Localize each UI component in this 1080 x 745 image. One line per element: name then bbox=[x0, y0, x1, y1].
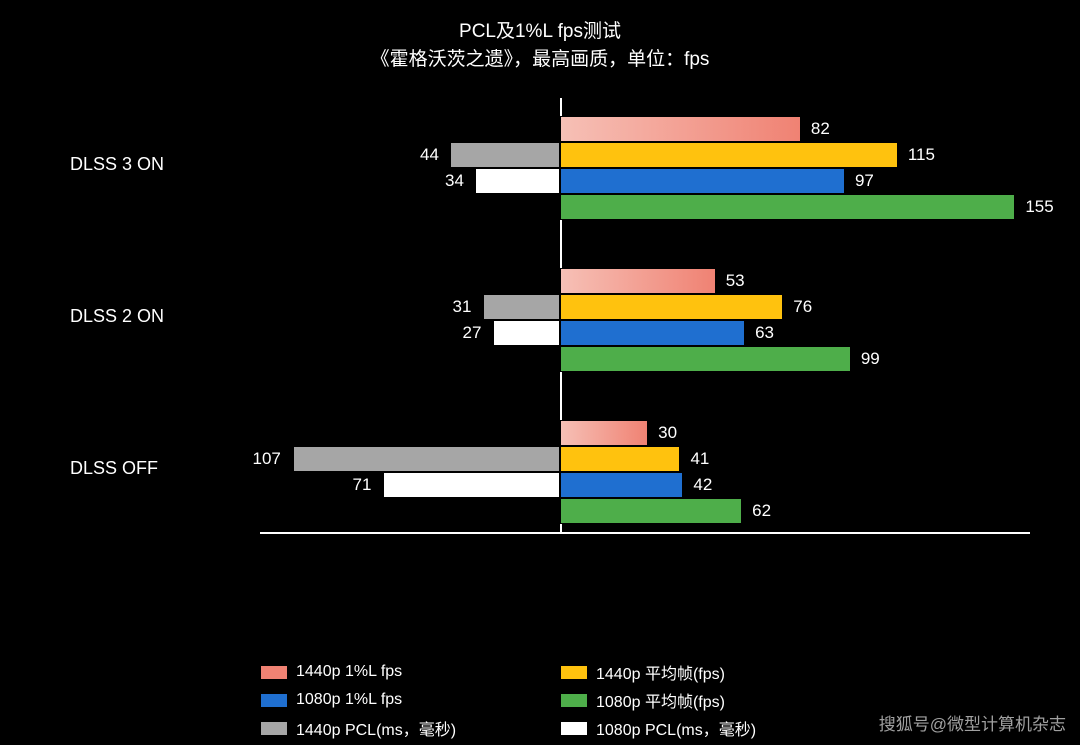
group-label: DLSS OFF bbox=[70, 458, 158, 479]
bar-value: 53 bbox=[726, 271, 745, 291]
legend-swatch bbox=[560, 665, 588, 680]
chart-title: PCL及1%L fps测试 《霍格沃茨之遗》，最高画质，单位：fps bbox=[0, 0, 1080, 73]
bar-value: 42 bbox=[693, 475, 712, 495]
bar-value: 97 bbox=[855, 171, 874, 191]
bar-rect bbox=[560, 498, 742, 524]
bar-rect bbox=[560, 320, 745, 346]
legend-label: 1080p PCL(ms，毫秒) bbox=[596, 716, 756, 740]
bar-rect bbox=[383, 472, 561, 498]
bar-rect bbox=[560, 142, 898, 168]
watermark: 搜狐号@微型计算机杂志 bbox=[879, 710, 1066, 735]
legend-row: 1440p PCL(ms，毫秒) 1080p PCL(ms，毫秒) bbox=[260, 716, 880, 740]
legend-row: 1440p 1%L fps 1440p 平均帧(fps) bbox=[260, 660, 880, 684]
legend-swatch bbox=[260, 665, 288, 680]
group-label: DLSS 3 ON bbox=[70, 154, 164, 175]
bar-value: 63 bbox=[755, 323, 774, 343]
legend-item: 1440p PCL(ms，毫秒) bbox=[260, 716, 560, 740]
legend-swatch bbox=[260, 693, 288, 708]
bar-rect bbox=[560, 268, 716, 294]
title-line2: 《霍格沃茨之遗》，最高画质，单位：fps bbox=[0, 46, 1080, 74]
legend-label: 1440p 1%L fps bbox=[296, 663, 402, 681]
bar-rect bbox=[293, 446, 561, 472]
legend-label: 1440p 平均帧(fps) bbox=[596, 660, 725, 684]
bar-rect bbox=[483, 294, 561, 320]
bar-rect bbox=[560, 472, 683, 498]
bar-value: 30 bbox=[658, 423, 677, 443]
axis-horizontal bbox=[260, 532, 1030, 534]
bar-rect bbox=[560, 294, 783, 320]
bar-value: 62 bbox=[752, 501, 771, 521]
bar-rect bbox=[475, 168, 560, 194]
bar-value: 115 bbox=[908, 145, 935, 165]
bar-value: 76 bbox=[793, 297, 812, 317]
group-label: DLSS 2 ON bbox=[70, 306, 164, 327]
bar-value: 99 bbox=[861, 349, 880, 369]
bar-rect bbox=[493, 320, 561, 346]
legend: 1440p 1%L fps 1440p 平均帧(fps) 1080p 1%L fps… bbox=[260, 660, 880, 744]
bar-value: 155 bbox=[1025, 197, 1053, 217]
chart-area: DLSS 3 ON82115971554434DLSS 2 ON53766399… bbox=[0, 90, 1080, 630]
bar-rect bbox=[450, 142, 560, 168]
bar-rect bbox=[560, 168, 845, 194]
legend-swatch bbox=[560, 721, 588, 736]
legend-item: 1440p 1%L fps bbox=[260, 660, 560, 684]
legend-swatch bbox=[260, 721, 288, 736]
legend-label: 1080p 1%L fps bbox=[296, 691, 402, 709]
bar-rect bbox=[560, 116, 801, 142]
legend-item: 1080p PCL(ms，毫秒) bbox=[560, 716, 860, 740]
bar-rect bbox=[560, 446, 680, 472]
bar-value: 82 bbox=[811, 119, 830, 139]
legend-label: 1440p PCL(ms，毫秒) bbox=[296, 716, 456, 740]
bar-rect bbox=[560, 346, 851, 372]
title-line1: PCL及1%L fps测试 bbox=[0, 18, 1080, 46]
bar-value: 41 bbox=[690, 449, 709, 469]
legend-item: 1440p 平均帧(fps) bbox=[560, 660, 860, 684]
legend-item: 1080p 1%L fps bbox=[260, 688, 560, 712]
bar-rect bbox=[560, 194, 1015, 220]
legend-swatch bbox=[560, 693, 588, 708]
legend-row: 1080p 1%L fps 1080p 平均帧(fps) bbox=[260, 688, 880, 712]
bar-rect bbox=[560, 420, 648, 446]
legend-item: 1080p 平均帧(fps) bbox=[560, 688, 860, 712]
legend-label: 1080p 平均帧(fps) bbox=[596, 688, 725, 712]
